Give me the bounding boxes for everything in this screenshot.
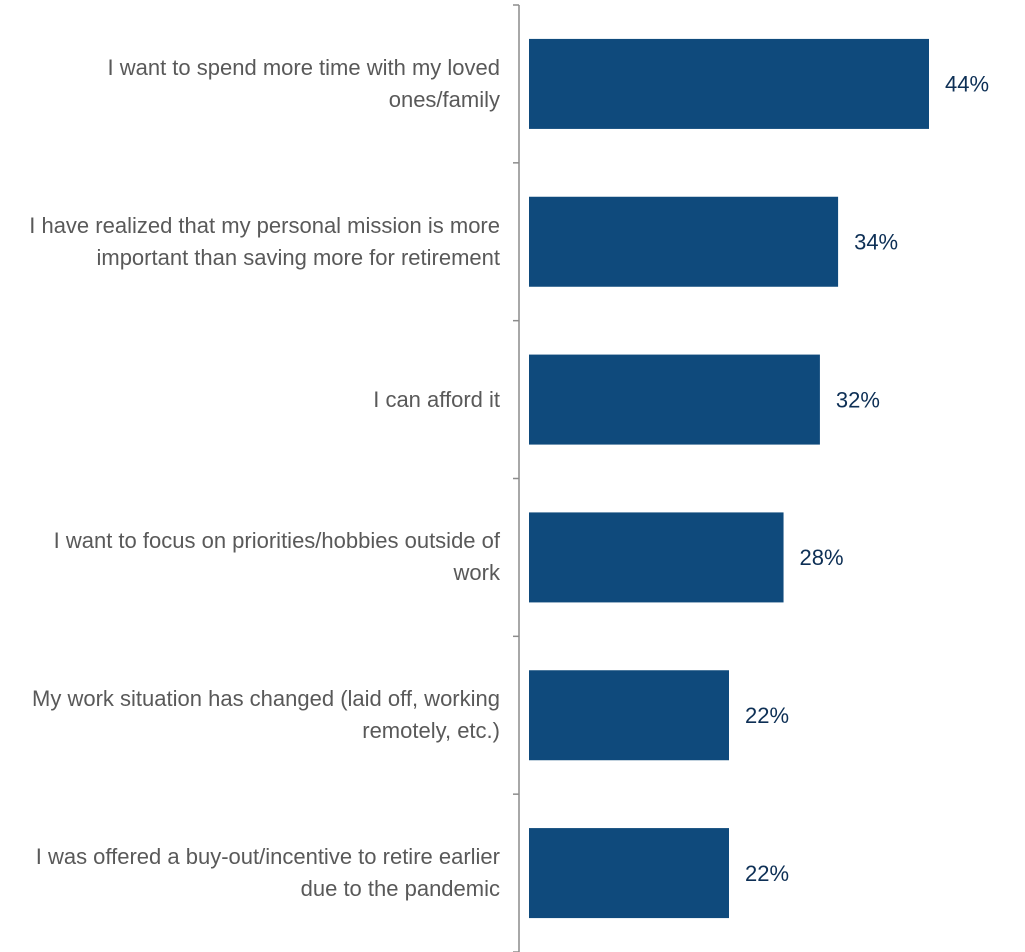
bar <box>529 512 784 603</box>
category-text: My work situation has changed (laid off,… <box>32 686 500 744</box>
category-label: I want to focus on priorities/hobbies ou… <box>10 479 500 637</box>
bar <box>529 828 729 919</box>
value-label: 28% <box>800 545 844 570</box>
value-label: 22% <box>745 703 789 728</box>
value-label: 34% <box>854 230 898 255</box>
bar <box>529 670 729 761</box>
value-label: 22% <box>745 861 789 886</box>
bar <box>529 196 839 287</box>
category-label: I can afford it <box>10 321 500 479</box>
value-label: 32% <box>836 387 880 412</box>
category-text: I have realized that my personal mission… <box>29 212 500 270</box>
category-text: I can afford it <box>373 386 500 412</box>
category-text: I want to focus on priorities/hobbies ou… <box>53 528 500 586</box>
category-label: I have realized that my personal mission… <box>10 163 500 321</box>
value-label: 44% <box>945 72 989 97</box>
bar <box>529 38 929 129</box>
category-text: I want to spend more time with my loved … <box>107 54 501 112</box>
category-label: I want to spend more time with my loved … <box>10 5 501 163</box>
category-label: I was offered a buy-out/incentive to ret… <box>10 794 500 952</box>
category-label: My work situation has changed (laid off,… <box>10 636 500 794</box>
category-text: I was offered a buy-out/incentive to ret… <box>35 844 500 902</box>
bar <box>529 354 820 445</box>
